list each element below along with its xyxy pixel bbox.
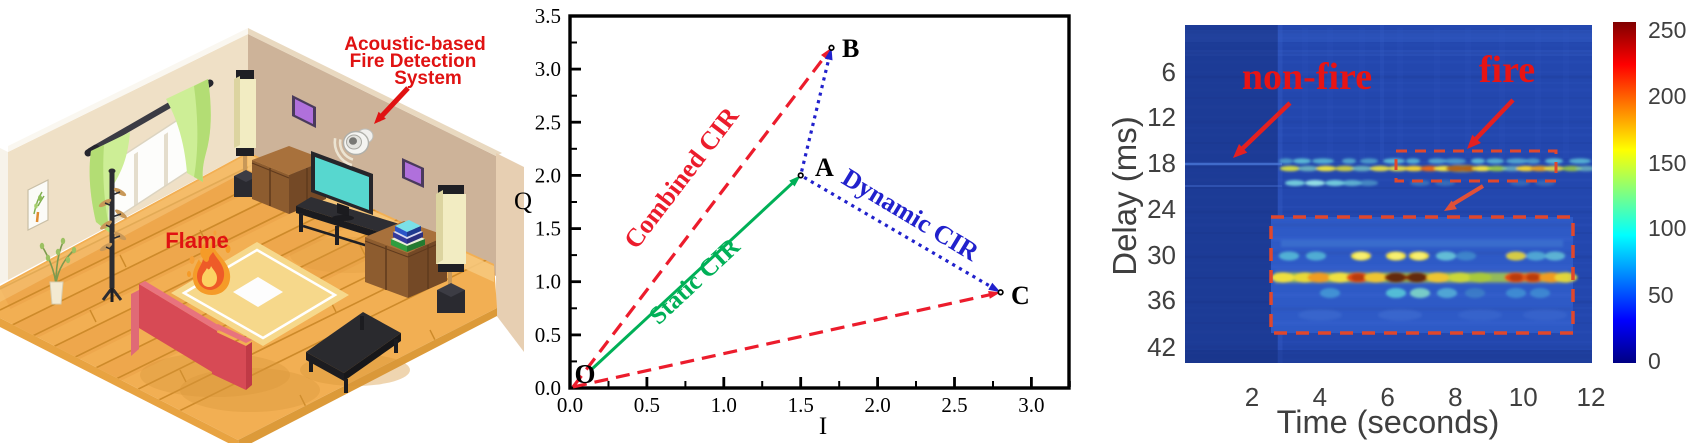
svg-text:6: 6	[1162, 57, 1176, 87]
svg-text:3.0: 3.0	[1018, 393, 1044, 417]
svg-text:0.0: 0.0	[535, 376, 561, 400]
svg-text:2.0: 2.0	[864, 393, 890, 417]
svg-text:2.0: 2.0	[535, 163, 561, 187]
svg-text:Q: Q	[514, 188, 532, 215]
svg-text:8: 8	[1448, 382, 1462, 412]
svg-text:42: 42	[1147, 332, 1176, 362]
svg-text:1.5: 1.5	[535, 217, 561, 241]
svg-text:4: 4	[1313, 382, 1327, 412]
svg-text:Fire Detection: Fire Detection	[350, 51, 477, 72]
svg-text:I: I	[819, 413, 827, 440]
svg-text:50: 50	[1648, 282, 1674, 308]
svg-text:0.0: 0.0	[557, 393, 583, 417]
svg-text:12: 12	[1147, 102, 1176, 132]
svg-text:0.5: 0.5	[535, 323, 561, 347]
svg-text:Time (seconds): Time (seconds)	[1277, 404, 1500, 440]
svg-text:2.5: 2.5	[535, 110, 561, 134]
svg-text:fire: fire	[1479, 49, 1535, 91]
svg-text:150: 150	[1648, 150, 1686, 176]
svg-text:3.0: 3.0	[535, 57, 561, 81]
svg-text:Acoustic-based: Acoustic-based	[344, 34, 485, 55]
svg-text:non-fire: non-fire	[1242, 56, 1372, 98]
svg-text:0.5: 0.5	[634, 393, 660, 417]
svg-text:24: 24	[1147, 194, 1176, 224]
svg-text:O: O	[574, 359, 595, 389]
svg-text:10: 10	[1509, 382, 1538, 412]
svg-text:C: C	[1011, 281, 1030, 310]
svg-text:3.5: 3.5	[535, 4, 561, 28]
svg-text:12: 12	[1577, 382, 1606, 412]
svg-text:30: 30	[1147, 240, 1176, 270]
svg-text:1.0: 1.0	[535, 270, 561, 294]
svg-text:2.5: 2.5	[941, 393, 967, 417]
svg-text:Flame: Flame	[165, 228, 229, 253]
svg-text:1.5: 1.5	[788, 393, 814, 417]
svg-text:System: System	[394, 68, 462, 89]
svg-text:18: 18	[1147, 148, 1176, 178]
svg-text:200: 200	[1648, 83, 1686, 109]
svg-text:36: 36	[1147, 285, 1176, 315]
svg-text:100: 100	[1648, 215, 1686, 241]
svg-text:250: 250	[1648, 17, 1686, 43]
svg-text:0: 0	[1648, 348, 1661, 374]
svg-text:2: 2	[1245, 382, 1259, 412]
svg-text:1.0: 1.0	[711, 393, 737, 417]
svg-text:Delay (ms): Delay (ms)	[1106, 116, 1143, 276]
svg-text:6: 6	[1380, 382, 1394, 412]
svg-text:B: B	[842, 34, 859, 63]
svg-text:A: A	[815, 153, 834, 182]
